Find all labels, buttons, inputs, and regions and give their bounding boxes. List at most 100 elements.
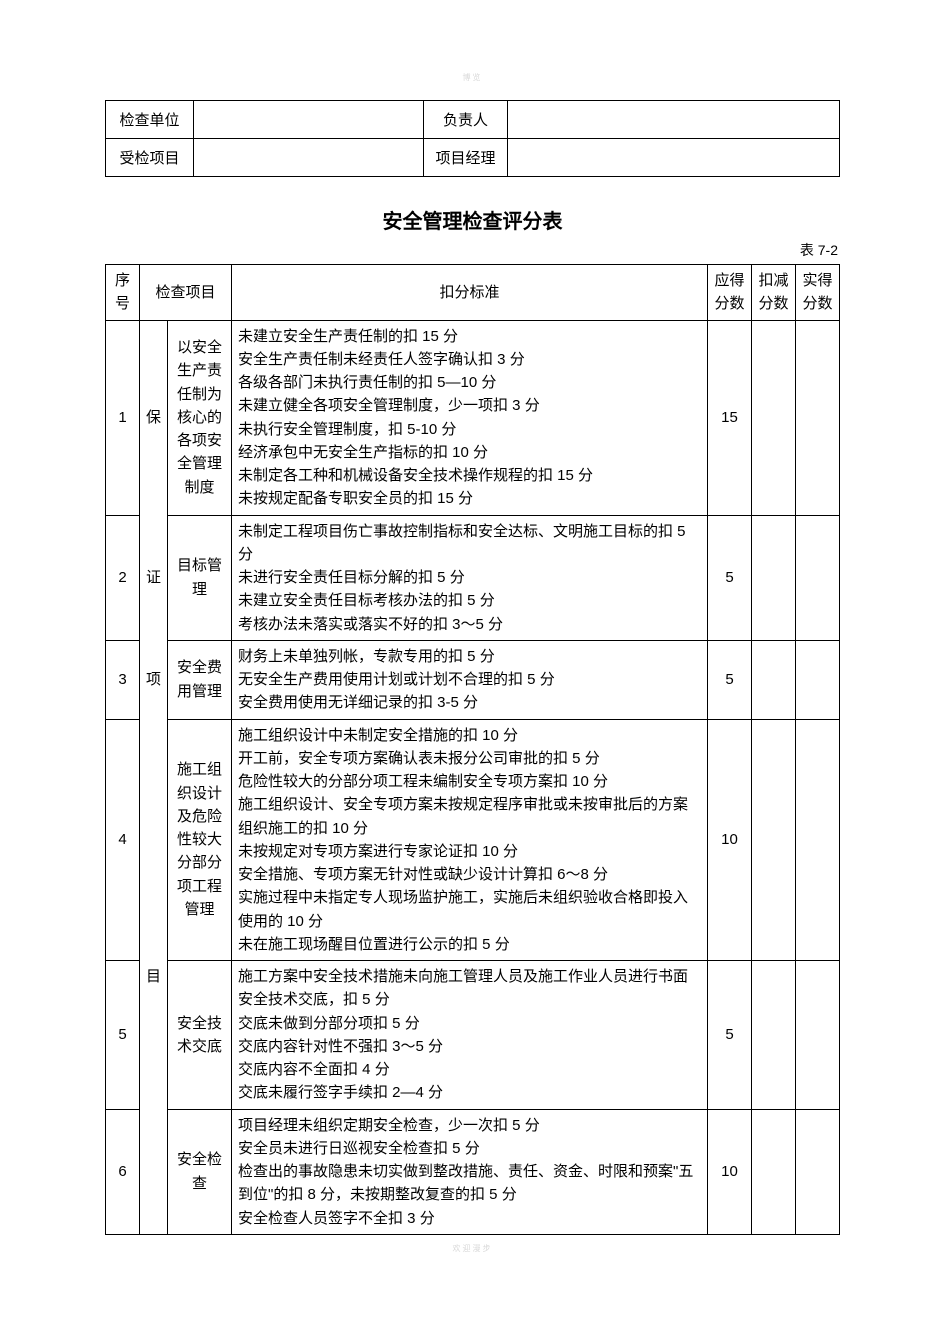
standard-line: 经济承包中无安全生产指标的扣 10 分 <box>238 441 701 464</box>
table-row: 1保以安全生产责任制为核心的各项安全管理制度未建立安全生产责任制的扣 15 分安… <box>106 320 840 515</box>
actual-cell <box>796 640 840 719</box>
standard-line: 财务上未单独列帐，专款专用的扣 5 分 <box>238 645 701 668</box>
should-cell: 15 <box>708 320 752 515</box>
col-should-header: 应得分数 <box>708 265 752 321</box>
standard-line: 危险性较大的分部分项工程未编制安全专项方案扣 10 分 <box>238 770 701 793</box>
standard-cell: 未制定工程项目伤亡事故控制指标和安全达标、文明施工目标的扣 5 分未进行安全责任… <box>232 515 708 640</box>
standard-line: 交底未做到分部分项扣 5 分 <box>238 1012 701 1035</box>
standard-line: 交底内容不全面扣 4 分 <box>238 1058 701 1081</box>
group-label-cell: 项 <box>140 640 168 719</box>
check-unit-label: 检查单位 <box>106 101 194 139</box>
standard-line: 项目经理未组织定期安全检查，少一次扣 5 分 <box>238 1114 701 1137</box>
actual-cell <box>796 515 840 640</box>
standard-line: 安全生产责任制未经责任人签字确认扣 3 分 <box>238 348 701 371</box>
info-table: 检查单位 负责人 受检项目 项目经理 <box>105 100 840 177</box>
standard-line: 各级各部门未执行责任制的扣 5—10 分 <box>238 371 701 394</box>
standard-line: 施工方案中安全技术措施未向施工管理人员及施工作业人员进行书面安全技术交底，扣 5… <box>238 965 701 1012</box>
deduct-cell <box>752 640 796 719</box>
deduct-cell <box>752 320 796 515</box>
col-item-header: 检查项目 <box>140 265 232 321</box>
item-cell: 安全检查 <box>168 1109 232 1234</box>
item-cell: 目标管理 <box>168 515 232 640</box>
item-cell: 安全技术交底 <box>168 961 232 1110</box>
watermark-bottom: 欢迎漫步 <box>453 1243 493 1254</box>
standard-line: 未按规定对专项方案进行专家论证扣 10 分 <box>238 840 701 863</box>
standard-line: 未建立安全生产责任制的扣 15 分 <box>238 325 701 348</box>
standard-line: 交底内容针对性不强扣 3～5 分 <box>238 1035 701 1058</box>
responsible-value <box>508 101 840 139</box>
standard-line: 实施过程中未指定专人现场监护施工，实施后未组织验收合格即投入使用的 10 分 <box>238 886 701 933</box>
deduct-cell <box>752 719 796 961</box>
item-cell: 安全费用管理 <box>168 640 232 719</box>
standard-cell: 财务上未单独列帐，专款专用的扣 5 分无安全生产费用使用计划或计划不合理的扣 5… <box>232 640 708 719</box>
group-label-cell: 保 <box>140 320 168 515</box>
seq-cell: 3 <box>106 640 140 719</box>
item-cell: 施工组织设计及危险性较大分部分项工程管理 <box>168 719 232 961</box>
should-cell: 5 <box>708 515 752 640</box>
table-row: 3项安全费用管理财务上未单独列帐，专款专用的扣 5 分无安全生产费用使用计划或计… <box>106 640 840 719</box>
standard-line: 安全检查人员签字不全扣 3 分 <box>238 1207 701 1230</box>
page-title: 安全管理检查评分表 <box>105 205 840 234</box>
standard-line: 未制定各工种和机械设备安全技术操作规程的扣 15 分 <box>238 464 701 487</box>
standard-cell: 项目经理未组织定期安全检查，少一次扣 5 分安全员未进行日巡视安全检查扣 5 分… <box>232 1109 708 1234</box>
col-deduct-header: 扣减分数 <box>752 265 796 321</box>
watermark-top: 博览 <box>463 72 483 83</box>
group-label-cell: 证 <box>140 515 168 640</box>
standard-cell: 施工组织设计中未制定安全措施的扣 10 分开工前，安全专项方案确认表未报分公司审… <box>232 719 708 961</box>
standard-line: 安全措施、专项方案无针对性或缺少设计计算扣 6～8 分 <box>238 863 701 886</box>
standard-line: 开工前，安全专项方案确认表未报分公司审批的扣 5 分 <box>238 747 701 770</box>
title-block: 安全管理检查评分表 表 7-2 <box>105 205 840 260</box>
table-row: 5 安全技术交底施工方案中安全技术措施未向施工管理人员及施工作业人员进行书面安全技… <box>106 961 840 1110</box>
standard-line: 检查出的事故隐患未切实做到整改措施、责任、资金、时限和预案"五到位"的扣 8 分… <box>238 1160 701 1207</box>
pm-label: 项目经理 <box>424 139 508 177</box>
actual-cell <box>796 719 840 961</box>
standard-line: 未建立安全责任目标考核办法的扣 5 分 <box>238 589 701 612</box>
standard-line: 安全员未进行日巡视安全检查扣 5 分 <box>238 1137 701 1160</box>
project-label: 受检项目 <box>106 139 194 177</box>
seq-cell: 4 <box>106 719 140 961</box>
col-seq-header: 序号 <box>106 265 140 321</box>
pm-value <box>508 139 840 177</box>
seq-cell: 2 <box>106 515 140 640</box>
actual-cell <box>796 1109 840 1234</box>
group-label-cell: 目 <box>140 719 168 1234</box>
should-cell: 5 <box>708 961 752 1110</box>
col-actual-header: 实得分数 <box>796 265 840 321</box>
check-unit-value <box>194 101 424 139</box>
seq-cell: 6 <box>106 1109 140 1234</box>
table-number: 表 7-2 <box>105 240 840 260</box>
standard-line: 未在施工现场醒目位置进行公示的扣 5 分 <box>238 933 701 956</box>
standard-line: 未建立健全各项安全管理制度，少一项扣 3 分 <box>238 394 701 417</box>
standard-line: 交底未履行签字手续扣 2—4 分 <box>238 1081 701 1104</box>
should-cell: 5 <box>708 640 752 719</box>
standard-cell: 未建立安全生产责任制的扣 15 分安全生产责任制未经责任人签字确认扣 3 分各级… <box>232 320 708 515</box>
table-row: 2证目标管理未制定工程项目伤亡事故控制指标和安全达标、文明施工目标的扣 5 分未… <box>106 515 840 640</box>
standard-line: 安全费用使用无详细记录的扣 3-5 分 <box>238 691 701 714</box>
deduct-cell <box>752 961 796 1110</box>
table-row: 4目施工组织设计及危险性较大分部分项工程管理施工组织设计中未制定安全措施的扣 1… <box>106 719 840 961</box>
standard-line: 未按规定配备专职安全员的扣 15 分 <box>238 487 701 510</box>
standard-line: 施工组织设计中未制定安全措施的扣 10 分 <box>238 724 701 747</box>
actual-cell <box>796 961 840 1110</box>
standard-line: 未进行安全责任目标分解的扣 5 分 <box>238 566 701 589</box>
project-value <box>194 139 424 177</box>
seq-cell: 1 <box>106 320 140 515</box>
standard-line: 无安全生产费用使用计划或计划不合理的扣 5 分 <box>238 668 701 691</box>
actual-cell <box>796 320 840 515</box>
score-table: 序号 检查项目 扣分标准 应得分数 扣减分数 实得分数 1保以安全生产责任制为核… <box>105 264 840 1235</box>
deduct-cell <box>752 515 796 640</box>
responsible-label: 负责人 <box>424 101 508 139</box>
standard-line: 考核办法未落实或落实不好的扣 3～5 分 <box>238 613 701 636</box>
header-row: 序号 检查项目 扣分标准 应得分数 扣减分数 实得分数 <box>106 265 840 321</box>
item-cell: 以安全生产责任制为核心的各项安全管理制度 <box>168 320 232 515</box>
standard-cell: 施工方案中安全技术措施未向施工管理人员及施工作业人员进行书面安全技术交底，扣 5… <box>232 961 708 1110</box>
should-cell: 10 <box>708 1109 752 1234</box>
should-cell: 10 <box>708 719 752 961</box>
standard-line: 未执行安全管理制度，扣 5-10 分 <box>238 418 701 441</box>
standard-line: 未制定工程项目伤亡事故控制指标和安全达标、文明施工目标的扣 5 分 <box>238 520 701 567</box>
standard-line: 施工组织设计、安全专项方案未按规定程序审批或未按审批后的方案组织施工的扣 10 … <box>238 793 701 840</box>
seq-cell: 5 <box>106 961 140 1110</box>
table-row: 6 安全检查项目经理未组织定期安全检查，少一次扣 5 分安全员未进行日巡视安全检查… <box>106 1109 840 1234</box>
deduct-cell <box>752 1109 796 1234</box>
info-row: 受检项目 项目经理 <box>106 139 840 177</box>
